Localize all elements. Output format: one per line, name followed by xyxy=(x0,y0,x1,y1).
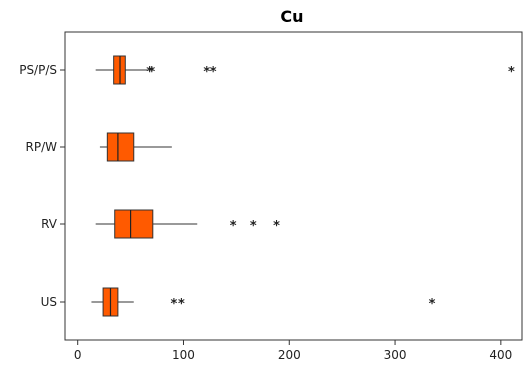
outlier-point: * xyxy=(508,65,515,80)
outlier-point: * xyxy=(250,219,257,234)
y-tick-label: RV xyxy=(41,217,58,231)
chart-title: Cu xyxy=(280,7,303,26)
y-tick-label: RP/W xyxy=(26,140,58,154)
outlier-point: * xyxy=(146,65,153,80)
x-tick-label: 0 xyxy=(74,348,82,362)
box xyxy=(106,132,135,162)
outlier-point: * xyxy=(148,65,155,80)
box xyxy=(114,209,154,239)
x-tick-label: 400 xyxy=(489,348,512,362)
outlier-point: * xyxy=(230,219,237,234)
outlier-point: * xyxy=(273,219,280,234)
y-tick-label: US xyxy=(41,295,57,309)
outlier-point: * xyxy=(429,297,436,312)
outlier-point: * xyxy=(210,65,217,80)
y-tick-label: PS/P/S xyxy=(19,63,57,77)
x-tick-label: 300 xyxy=(384,348,407,362)
x-tick-label: 100 xyxy=(172,348,195,362)
outlier-point: * xyxy=(203,65,210,80)
outlier-point: * xyxy=(171,297,178,312)
plot-frame xyxy=(64,31,523,341)
outlier-point: * xyxy=(178,297,185,312)
x-tick-label: 200 xyxy=(278,348,301,362)
